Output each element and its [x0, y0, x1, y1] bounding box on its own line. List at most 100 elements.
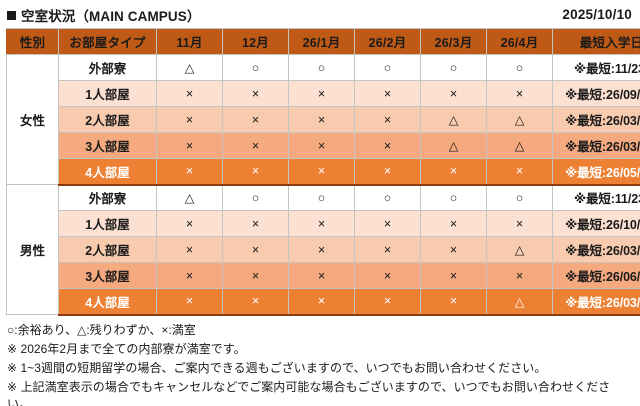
availability-cell-2: ×	[288, 158, 355, 186]
availability-cell-2: ×	[288, 210, 355, 237]
availability-cell-4: △	[420, 132, 487, 159]
availability-cell-4: ×	[420, 80, 487, 107]
availability-cell-5: △	[486, 288, 553, 316]
room-type-cell: 1人部屋	[58, 210, 157, 237]
availability-cell-3: ○	[354, 54, 421, 81]
availability-cell-1: ×	[222, 158, 289, 186]
column-header-8: 最短入学日	[552, 28, 640, 55]
column-header-4: 26/1月	[288, 28, 355, 55]
column-header-6: 26/3月	[420, 28, 487, 55]
availability-cell-1: ×	[222, 262, 289, 289]
table-row: 2人部屋×××××△※最短:26/03/29-	[7, 236, 640, 263]
availability-cell-0: ×	[156, 158, 223, 186]
availability-cell-0: ×	[156, 132, 223, 159]
availability-cell-2: ×	[288, 288, 355, 316]
availability-cell-5: △	[486, 132, 553, 159]
column-header-7: 26/4月	[486, 28, 553, 55]
availability-cell-0: ×	[156, 288, 223, 316]
availability-cell-1: ×	[222, 132, 289, 159]
room-type-cell: 2人部屋	[58, 236, 157, 263]
availability-cell-1: ○	[222, 54, 289, 81]
note-line-2: ※ 1~3週間の短期留学の場合、ご案内できる週もございますので、いつでもお問い合…	[7, 360, 547, 375]
availability-cell-4: ×	[420, 210, 487, 237]
report-date: 2025/10/10	[562, 7, 632, 22]
availability-cell-2: ○	[288, 54, 355, 81]
availability-cell-2: ×	[288, 132, 355, 159]
availability-cell-4: ○	[420, 54, 487, 81]
room-type-cell: 外部寮	[58, 54, 157, 81]
column-header-0: 性別	[6, 28, 59, 55]
room-type-cell: 4人部屋	[58, 158, 157, 186]
room-type-cell: 外部寮	[58, 184, 157, 211]
availability-table: 性別 お部屋タイプ 11月 12月 26/1月 26/2月 26/3月 26/4月 最短入学日 …	[6, 28, 640, 316]
availability-cell-2: ×	[288, 106, 355, 133]
availability-cell-2: ×	[288, 262, 355, 289]
note-line-0: ○:余裕あり、△:残りわずか、×:満室	[7, 322, 196, 337]
min-entry-date-cell: ※最短:26/03/29-	[552, 288, 640, 316]
availability-cell-1: ×	[222, 210, 289, 237]
availability-cell-1: ×	[222, 288, 289, 316]
availability-cell-2: ×	[288, 80, 355, 107]
availability-cell-3: ×	[354, 158, 421, 186]
availability-cell-5: ×	[486, 158, 553, 186]
room-type-cell: 1人部屋	[58, 80, 157, 107]
filled-square-icon	[7, 10, 16, 20]
table-row: 3人部屋××××△△※最短:26/03/29-	[7, 132, 640, 159]
table-row: 2人部屋××××△△※最短:26/03/16-	[7, 106, 640, 133]
column-header-1: お部屋タイプ	[58, 28, 157, 55]
availability-cell-4: ×	[420, 262, 487, 289]
availability-cell-2: ○	[288, 184, 355, 211]
document-header: 空室状況（MAIN CAMPUS） 2025/10/10	[0, 0, 640, 28]
availability-cell-5: ×	[486, 210, 553, 237]
availability-cell-3: ×	[354, 262, 421, 289]
room-type-cell: 3人部屋	[58, 262, 157, 289]
availability-cell-3: ×	[354, 288, 421, 316]
gender-cell: 女性	[6, 54, 59, 185]
note-line-1: ※ 2026年2月まで全ての内部寮が満室です。	[7, 341, 246, 356]
availability-cell-0: △	[156, 54, 223, 81]
min-entry-date-cell: ※最短:26/03/29-	[552, 236, 640, 263]
availability-cell-4: ×	[420, 288, 487, 316]
availability-cell-0: ×	[156, 210, 223, 237]
availability-cell-3: ×	[354, 210, 421, 237]
room-type-cell: 3人部屋	[58, 132, 157, 159]
table-header-row: 性別 お部屋タイプ 11月 12月 26/1月 26/2月 26/3月 26/4月 最短入学日	[6, 28, 640, 55]
table-row: 1人部屋××××××※最短:26/10/18-	[7, 210, 640, 237]
min-entry-date-cell: ※最短:11/23-	[552, 184, 640, 211]
availability-cell-0: △	[156, 184, 223, 211]
availability-cell-0: ×	[156, 80, 223, 107]
gender-cell: 男性	[6, 184, 59, 315]
availability-cell-5: △	[486, 236, 553, 263]
room-type-cell: 4人部屋	[58, 288, 157, 316]
availability-cell-2: ×	[288, 236, 355, 263]
availability-cell-3: ○	[354, 184, 421, 211]
availability-cell-5: ×	[486, 80, 553, 107]
availability-cell-1: ×	[222, 106, 289, 133]
availability-cell-1: ×	[222, 236, 289, 263]
availability-cell-3: ×	[354, 106, 421, 133]
availability-cell-4: ×	[420, 158, 487, 186]
table-container: 性別 お部屋タイプ 11月 12月 26/1月 26/2月 26/3月 26/4月 最短入学日 …	[0, 28, 640, 316]
min-entry-date-cell: ※最短:26/10/18-	[552, 210, 640, 237]
table-row: 4人部屋××××××※最短:26/05/03-	[7, 158, 640, 186]
availability-cell-1: ×	[222, 80, 289, 107]
availability-cell-3: ×	[354, 132, 421, 159]
min-entry-date-cell: ※最短:26/06/28-	[552, 262, 640, 289]
availability-cell-4: ○	[420, 184, 487, 211]
availability-cell-5: ×	[486, 262, 553, 289]
min-entry-date-cell: ※最短:26/03/29-	[552, 132, 640, 159]
availability-cell-4: △	[420, 106, 487, 133]
min-entry-date-cell: ※最短:26/05/03-	[552, 158, 640, 186]
availability-cell-3: ×	[354, 80, 421, 107]
availability-cell-1: ○	[222, 184, 289, 211]
availability-cell-0: ×	[156, 236, 223, 263]
availability-cell-5: ○	[486, 54, 553, 81]
availability-cell-0: ×	[156, 106, 223, 133]
availability-cell-3: ×	[354, 236, 421, 263]
notes-list: ○:余裕あり、△:残りわずか、×:満室 ※ 2026年2月まで全ての内部寮が満室で…	[0, 316, 640, 406]
note-line-3: ※ 上記満室表示の場合でもキャンセルなどでご案内可能な場合もございますので、いつ…	[7, 379, 611, 406]
availability-cell-5: △	[486, 106, 553, 133]
